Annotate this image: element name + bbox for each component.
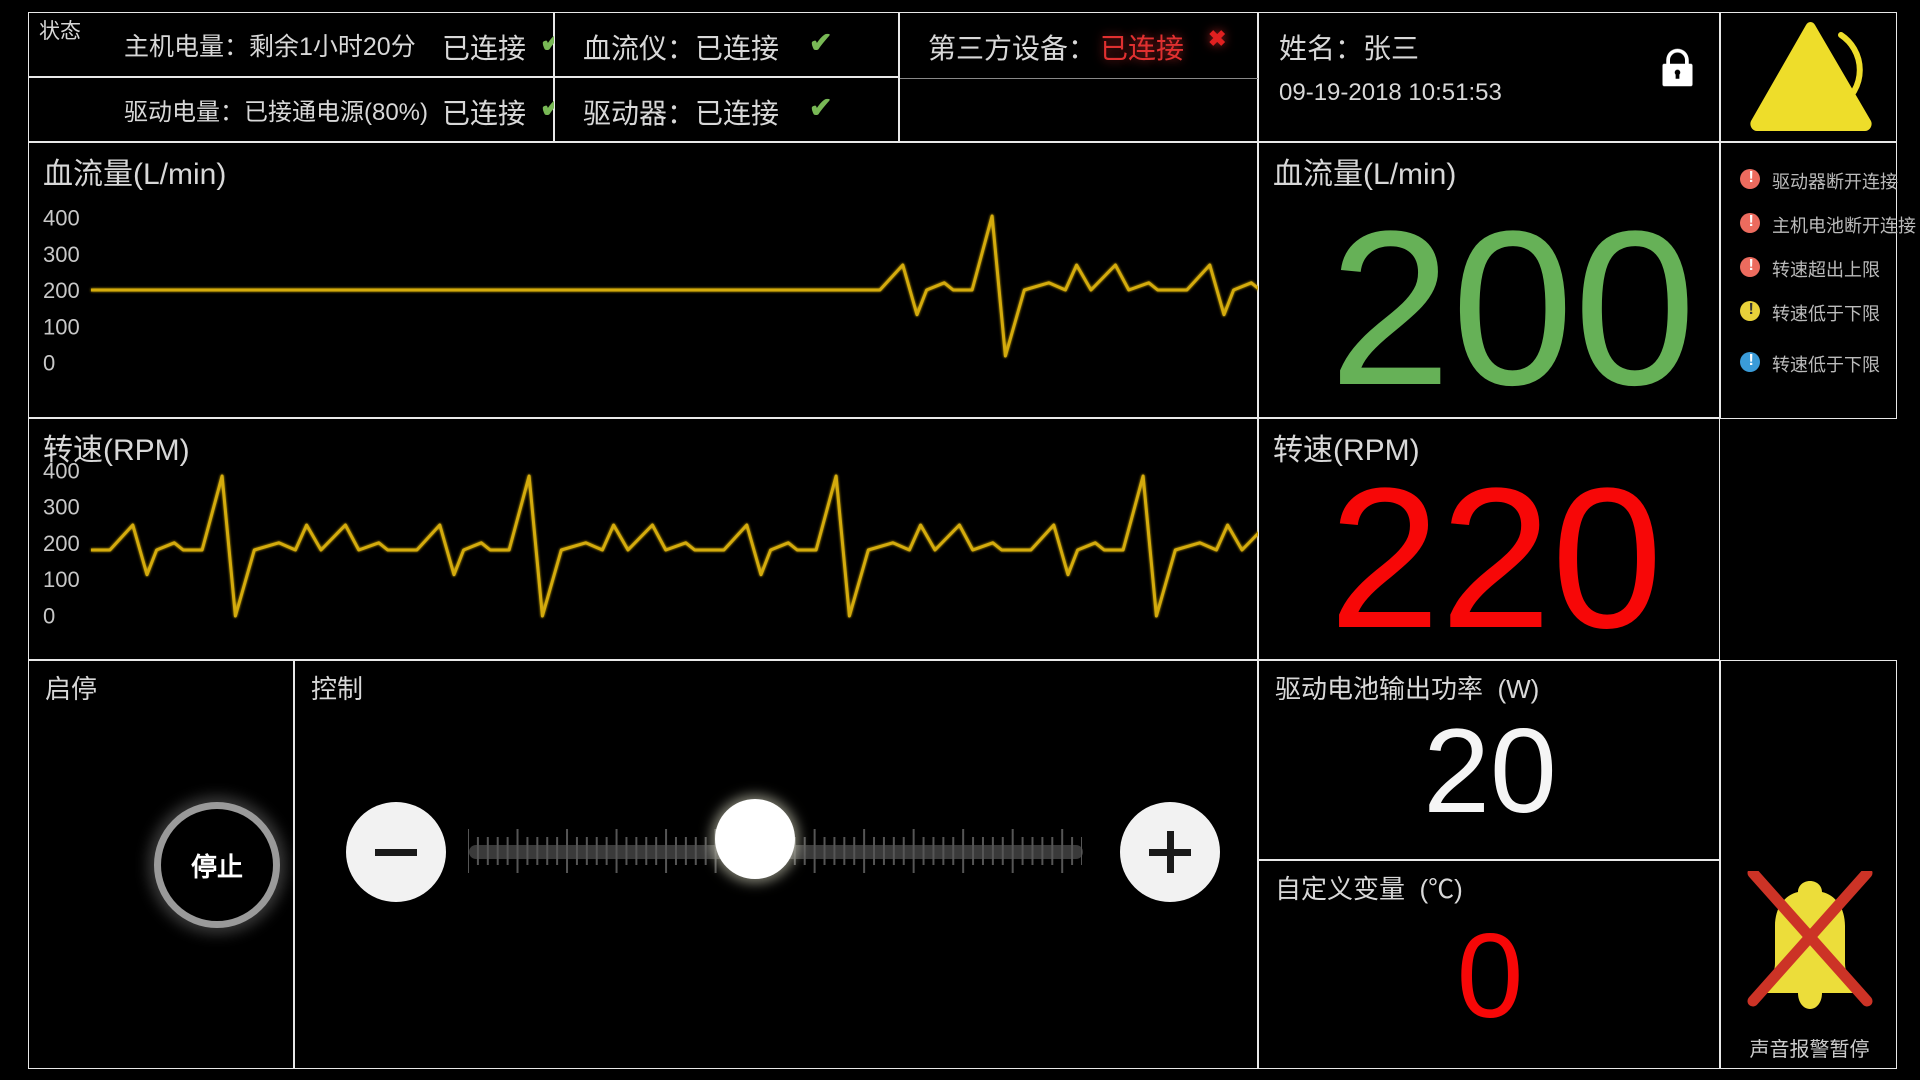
svg-text:0: 0 (43, 603, 55, 628)
svg-text:300: 300 (43, 495, 80, 520)
svg-text:200: 200 (43, 278, 80, 303)
svg-text:300: 300 (43, 242, 80, 267)
svg-text:0: 0 (43, 351, 55, 376)
svg-text:200: 200 (43, 531, 80, 556)
svg-text:400: 400 (43, 206, 80, 231)
svg-text:100: 100 (43, 567, 80, 592)
svg-text:400: 400 (43, 458, 80, 483)
svg-text:100: 100 (43, 314, 80, 339)
